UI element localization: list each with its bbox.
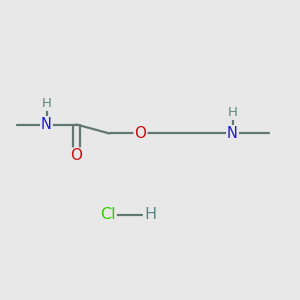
Text: O: O [134, 126, 146, 141]
Text: N: N [41, 117, 52, 132]
Text: O: O [70, 148, 83, 164]
Text: H: H [228, 106, 237, 119]
Text: H: H [42, 97, 51, 110]
Text: N: N [227, 126, 238, 141]
Text: Cl: Cl [100, 207, 116, 222]
Text: H: H [144, 207, 156, 222]
